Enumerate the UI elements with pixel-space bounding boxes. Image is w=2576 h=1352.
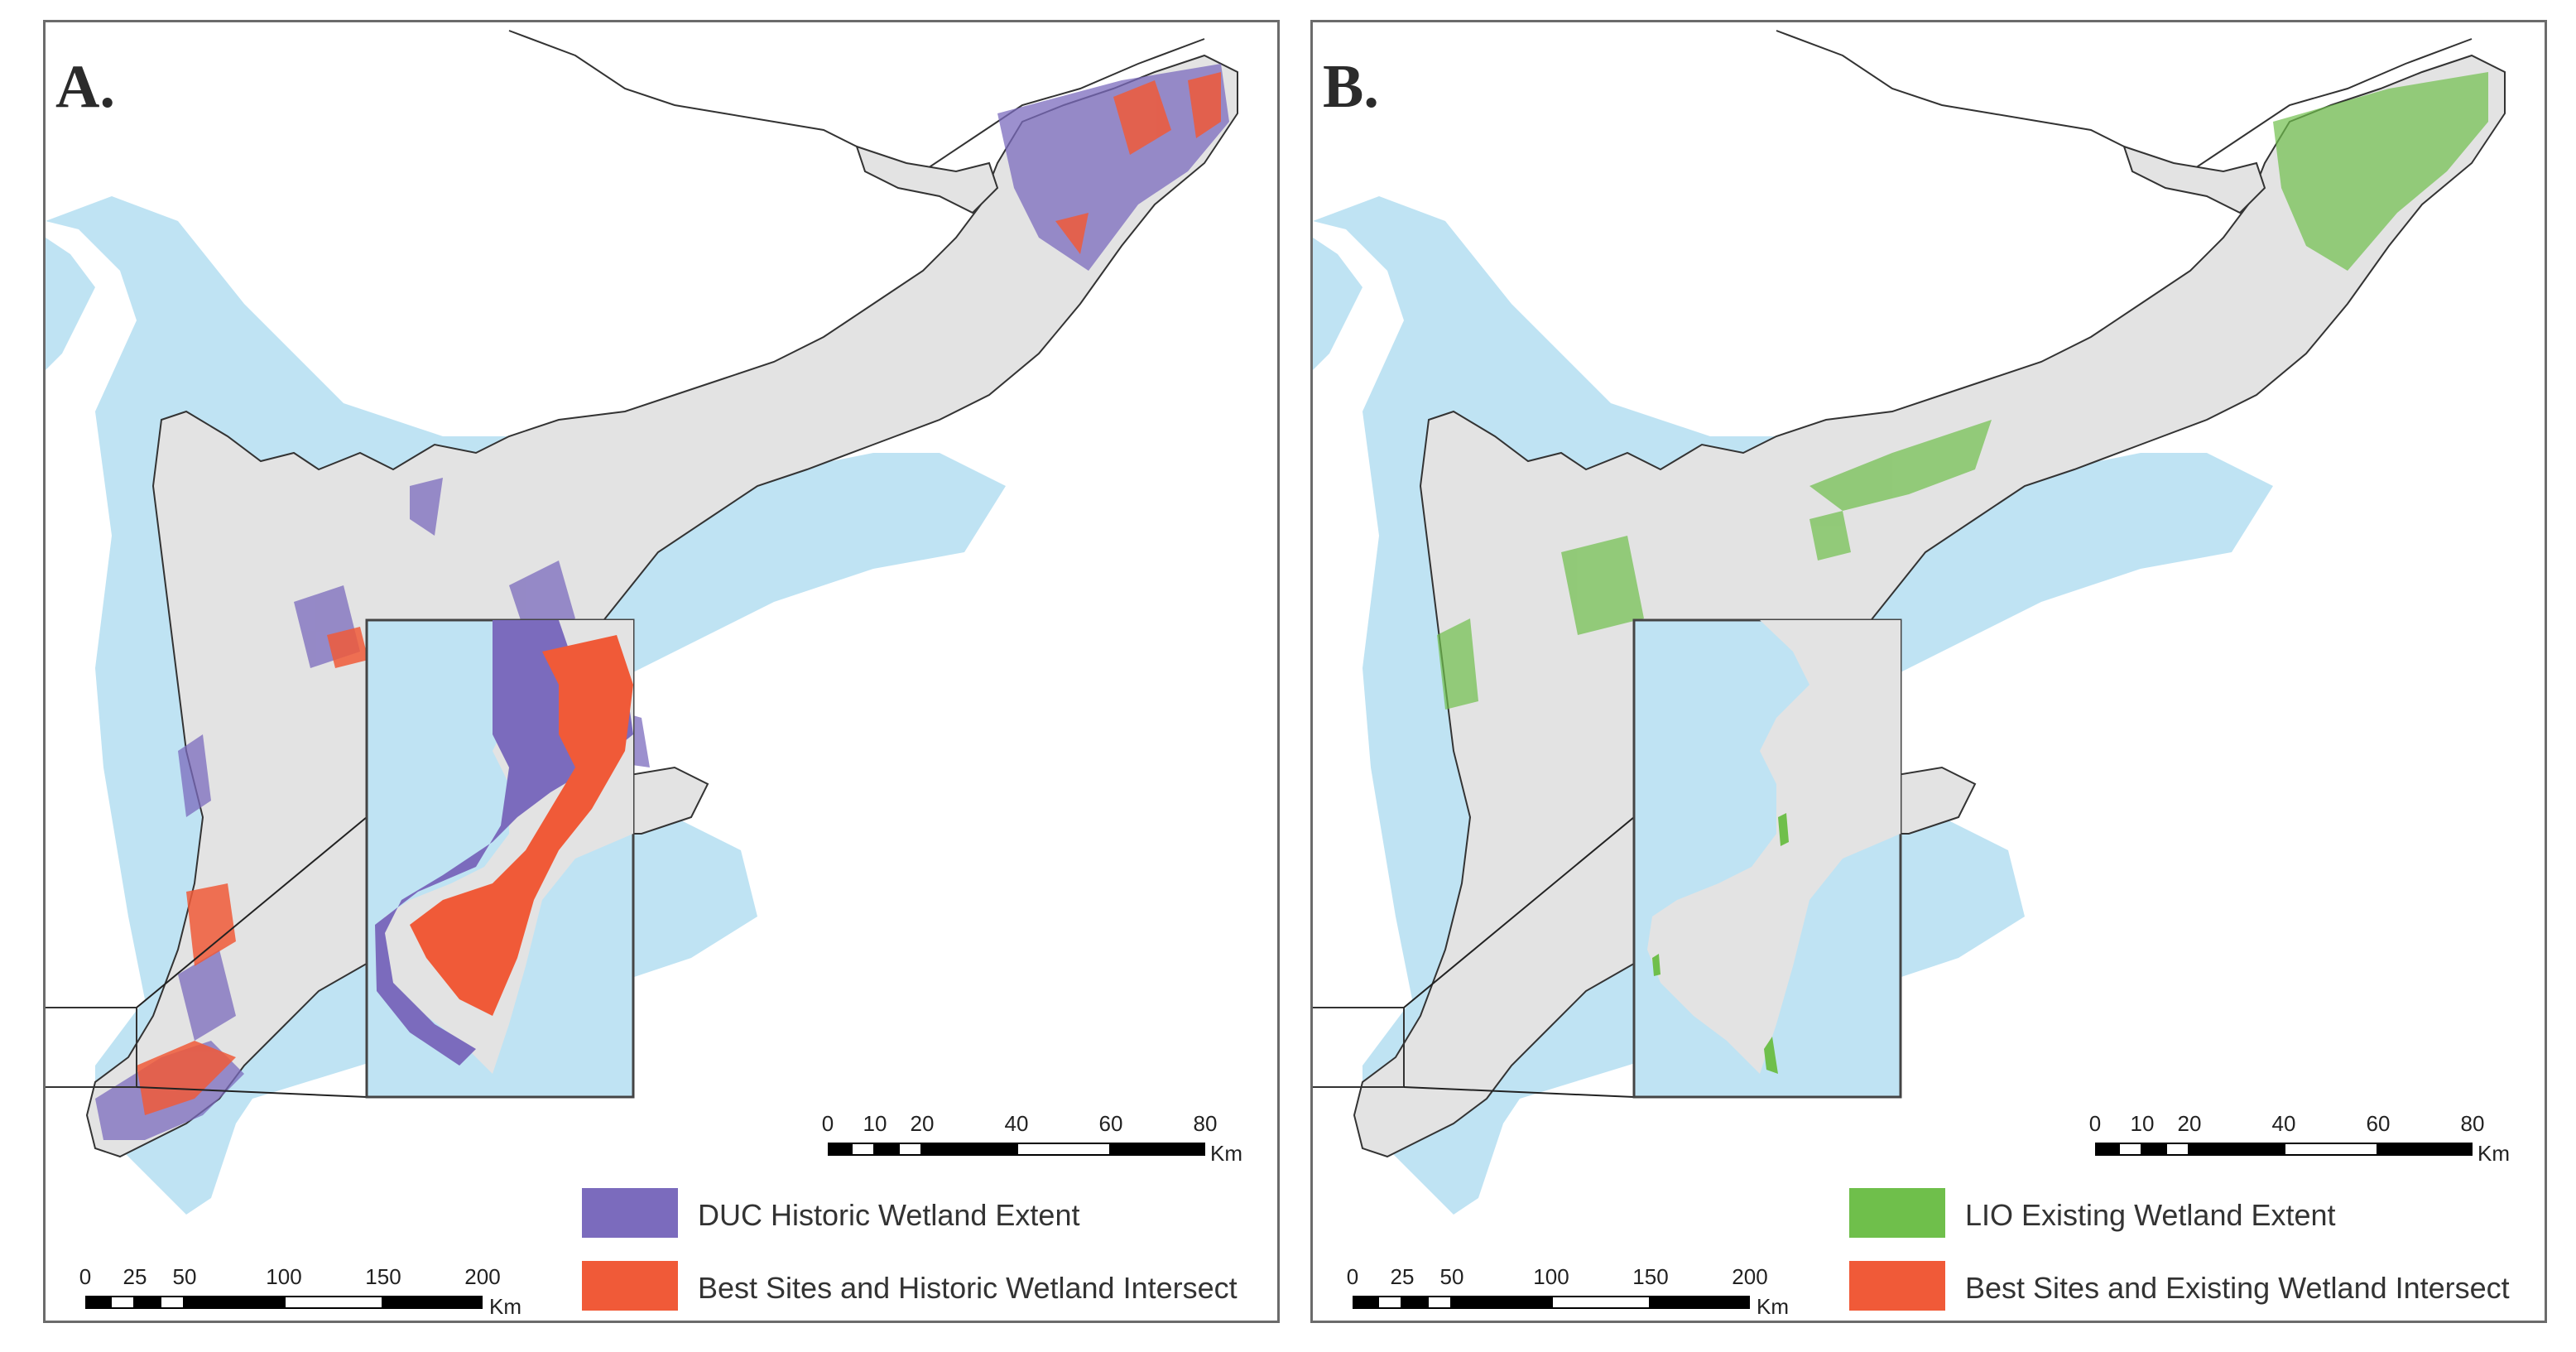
scale-tick-50: 50 bbox=[172, 1264, 197, 1289]
scale-tick-10: 10 bbox=[863, 1111, 887, 1136]
scale-tick-25: 25 bbox=[1390, 1264, 1415, 1289]
inset-leader-bottom bbox=[136, 1086, 368, 1098]
scale-unit: Km bbox=[1757, 1294, 1789, 1319]
bay-water bbox=[1313, 238, 1362, 370]
scale-tick-150: 150 bbox=[1632, 1264, 1669, 1289]
legend-label: Best Sites and Historic Wetland Intersec… bbox=[698, 1271, 1238, 1305]
inset-existing-wetland bbox=[1652, 813, 1789, 1074]
scale-bar-track bbox=[2095, 1143, 2473, 1156]
inset-leader-top bbox=[1403, 816, 1635, 1008]
map-panel-a: A. 0 10 20 40 60 80 Km 0 25 50 100 150 2… bbox=[43, 20, 1280, 1323]
map-panel-b: B. 0 10 20 40 60 80 Km 0 25 50 100 150 2… bbox=[1310, 20, 2547, 1323]
scale-tick-50: 50 bbox=[1439, 1264, 1464, 1289]
scale-bar-track bbox=[828, 1143, 1205, 1156]
scale-tick-200: 200 bbox=[1732, 1264, 1768, 1289]
scale-tick-80: 80 bbox=[2460, 1111, 2485, 1136]
legend-swatch bbox=[582, 1188, 678, 1238]
scale-tick-40: 40 bbox=[1004, 1111, 1029, 1136]
main-scale-bar: 0 25 50 100 150 200 Km bbox=[1347, 1264, 1789, 1321]
scale-tick-0: 0 bbox=[79, 1264, 92, 1289]
wetland-map-b bbox=[1313, 30, 2506, 1215]
scale-tick-10: 10 bbox=[2130, 1111, 2155, 1136]
scale-bar-track bbox=[1353, 1296, 1750, 1309]
bay-water bbox=[46, 238, 95, 370]
inset-scale-bar: 0 10 20 40 60 80 Km bbox=[822, 1111, 1242, 1169]
scale-tick-25: 25 bbox=[123, 1264, 147, 1289]
inset-source-box bbox=[1313, 1007, 1405, 1088]
legend-swatch bbox=[1849, 1188, 1945, 1238]
scale-tick-0: 0 bbox=[821, 1111, 834, 1136]
scale-unit: Km bbox=[1210, 1141, 1242, 1166]
north-shore-outline bbox=[508, 30, 1205, 173]
north-land bbox=[855, 145, 999, 214]
scale-bar-track bbox=[85, 1296, 483, 1309]
main-scale-bar: 0 25 50 100 150 200 Km bbox=[79, 1264, 521, 1321]
north-shore-outline bbox=[1776, 30, 2473, 173]
legend-label: DUC Historic Wetland Extent bbox=[698, 1198, 1080, 1232]
scale-tick-0: 0 bbox=[2088, 1111, 2102, 1136]
panel-letter: B. bbox=[1323, 53, 1379, 121]
legend-label: Best Sites and Existing Wetland Intersec… bbox=[1965, 1271, 2510, 1305]
scale-tick-20: 20 bbox=[910, 1111, 935, 1136]
scale-tick-0: 0 bbox=[1346, 1264, 1359, 1289]
inset-source-box bbox=[46, 1007, 137, 1088]
scale-tick-80: 80 bbox=[1193, 1111, 1218, 1136]
scale-tick-60: 60 bbox=[1098, 1111, 1123, 1136]
north-land bbox=[2122, 145, 2266, 214]
scale-tick-40: 40 bbox=[2271, 1111, 2296, 1136]
inset-leader-bottom bbox=[1403, 1086, 1635, 1098]
inset-leader-top bbox=[136, 816, 368, 1008]
scale-tick-60: 60 bbox=[2366, 1111, 2391, 1136]
scale-tick-100: 100 bbox=[1533, 1264, 1569, 1289]
scale-tick-200: 200 bbox=[464, 1264, 501, 1289]
legend-label: LIO Existing Wetland Extent bbox=[1965, 1198, 2336, 1232]
scale-tick-150: 150 bbox=[365, 1264, 401, 1289]
inset-intersect bbox=[410, 635, 633, 1016]
panel-letter: A. bbox=[55, 53, 115, 121]
intersect-patches bbox=[137, 72, 1221, 1115]
legend-swatch bbox=[582, 1261, 678, 1311]
inset-scale-bar: 0 10 20 40 60 80 Km bbox=[2089, 1111, 2510, 1169]
legend-swatch bbox=[1849, 1261, 1945, 1311]
scale-unit: Km bbox=[2477, 1141, 2510, 1166]
inset-land bbox=[1647, 620, 1901, 1074]
wetland-map-a bbox=[46, 30, 1238, 1215]
scale-unit: Km bbox=[489, 1294, 521, 1319]
existing-wetland-patches bbox=[1437, 72, 2488, 776]
scale-tick-20: 20 bbox=[2177, 1111, 2202, 1136]
scale-tick-100: 100 bbox=[266, 1264, 302, 1289]
